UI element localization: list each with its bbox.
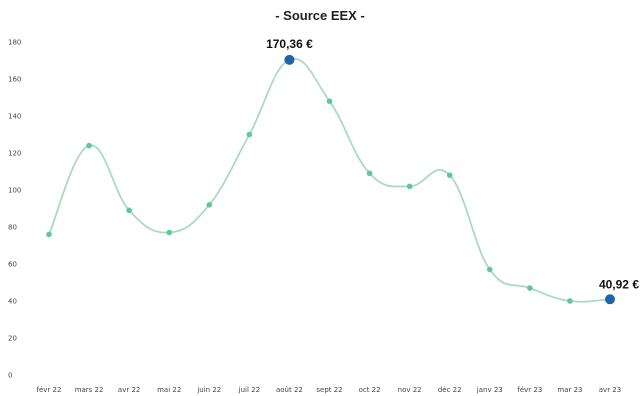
y-tick-label: 20 xyxy=(8,335,17,343)
y-tick-label: 160 xyxy=(8,76,21,84)
y-tick-label: 100 xyxy=(8,187,21,195)
series-layer xyxy=(46,54,615,305)
data-point xyxy=(486,266,493,273)
x-tick-label: juil 22 xyxy=(238,386,260,394)
data-point xyxy=(206,202,213,208)
x-tick-label: juin 22 xyxy=(196,386,221,394)
highlighted-data-point xyxy=(605,294,615,305)
x-tick-label: sept 22 xyxy=(316,386,342,394)
x-tick-label: avr 22 xyxy=(118,386,140,394)
x-tick-label: févr 23 xyxy=(517,386,542,394)
x-tick-label: déc 22 xyxy=(438,386,462,394)
x-tick-label: oct 22 xyxy=(359,386,381,394)
x-tick-label: mar 23 xyxy=(557,386,582,394)
y-tick-label: 140 xyxy=(8,113,21,121)
annotation-layer: 170,36 € 40,92 € xyxy=(266,37,639,291)
y-tick-label: 60 xyxy=(8,261,17,269)
data-label: 170,36 € xyxy=(266,37,313,51)
highlighted-data-point xyxy=(284,54,295,65)
data-point xyxy=(326,98,333,104)
x-tick-label: janv 23 xyxy=(476,386,503,394)
x-tick-label: nov 22 xyxy=(398,386,422,394)
x-axis: févr 22 mars 22 avr 22 mai 22 juin 22 juil 22… xyxy=(37,386,622,394)
y-tick-label: 0 xyxy=(8,372,12,380)
data-point xyxy=(46,231,52,238)
y-axis: 0 20 40 60 80 100 120 140 160 180 xyxy=(8,39,21,380)
data-point xyxy=(527,285,533,291)
data-point xyxy=(366,170,373,177)
y-tick-label: 40 xyxy=(8,298,17,306)
data-point xyxy=(126,207,132,214)
x-tick-label: févr 22 xyxy=(37,386,62,394)
y-tick-label: 120 xyxy=(8,150,21,158)
data-point xyxy=(406,183,413,190)
data-label: 40,92 € xyxy=(599,277,639,291)
x-tick-label: mai 22 xyxy=(157,386,181,394)
x-tick-label: août 22 xyxy=(276,386,303,394)
chart-subtitle: - Source EEX - xyxy=(275,8,365,23)
y-tick-label: 180 xyxy=(8,39,21,47)
data-point xyxy=(567,298,573,304)
data-point xyxy=(166,229,173,236)
series-line xyxy=(48,57,611,303)
x-tick-label: avr 23 xyxy=(599,386,621,394)
data-point xyxy=(246,131,253,138)
x-tick-label: mars 22 xyxy=(75,386,104,394)
y-tick-label: 80 xyxy=(8,224,17,232)
data-point xyxy=(86,142,92,149)
data-point xyxy=(446,172,453,178)
